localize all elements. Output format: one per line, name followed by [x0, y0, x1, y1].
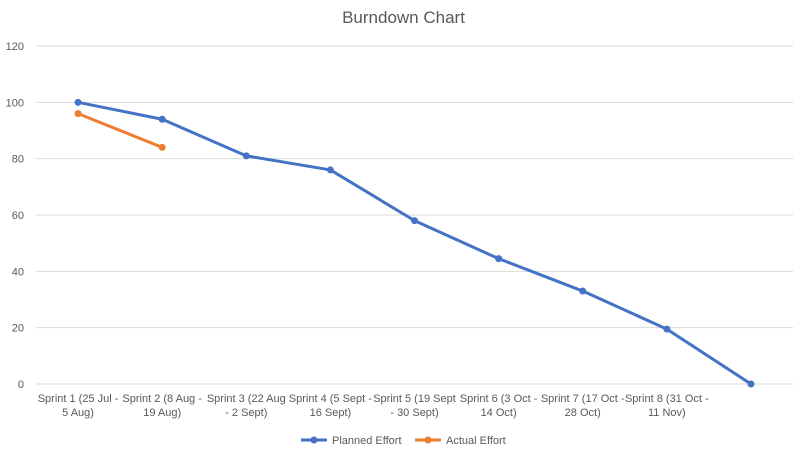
x-tick-label: 5 Aug)	[62, 407, 94, 419]
y-tick-label: 40	[12, 266, 24, 278]
chart-title: Burndown Chart	[342, 8, 465, 27]
legend-label: Actual Effort	[446, 435, 506, 447]
y-tick-label: 80	[12, 154, 24, 166]
y-tick-label: 60	[12, 210, 24, 222]
data-point	[411, 217, 418, 225]
x-tick-label: - 2 Sept)	[225, 407, 267, 419]
x-tick-label: Sprint 6 (3 Oct -	[460, 393, 538, 405]
x-tick-label: 11 Nov)	[648, 407, 686, 419]
y-tick-label: 100	[6, 97, 24, 109]
y-tick-label: 120	[6, 41, 24, 53]
y-tick-label: 20	[12, 323, 24, 335]
data-point	[158, 143, 166, 151]
x-tick-label: 28 Oct)	[565, 407, 601, 419]
data-point	[495, 255, 503, 263]
x-tick-label: Sprint 2 (8 Aug -	[122, 393, 202, 405]
x-tick-label: Sprint 7 (17 Oct -	[541, 393, 625, 405]
data-point	[242, 152, 250, 160]
x-tick-label: Sprint 4 (5 Sept -	[289, 393, 372, 405]
data-point	[74, 98, 82, 106]
series-line-actual	[77, 112, 163, 149]
series-line-planned	[77, 100, 752, 386]
data-point	[579, 287, 587, 295]
x-tick-label: Sprint 5 (19 Sept	[373, 393, 456, 405]
x-tick-label: 14 Oct)	[481, 407, 517, 419]
legend-label: Planned Effort	[332, 435, 402, 447]
data-point	[747, 380, 755, 388]
x-tick-label: Sprint 1 (25 Jul -	[38, 393, 119, 405]
x-tick-label: 16 Sept)	[310, 407, 352, 419]
x-tick-label: 19 Aug)	[143, 407, 181, 419]
x-tick-label: - 30 Sept)	[390, 407, 438, 419]
x-tick-label: Sprint 3 (22 Aug	[207, 393, 286, 405]
y-tick-label: 0	[18, 379, 24, 391]
data-point	[326, 166, 334, 174]
data-point	[663, 325, 671, 333]
legend-marker	[310, 436, 318, 444]
data-point	[74, 110, 82, 118]
x-tick-label: Sprint 8 (31 Oct -	[625, 393, 709, 405]
legend-marker	[424, 436, 432, 444]
data-point	[158, 115, 166, 123]
